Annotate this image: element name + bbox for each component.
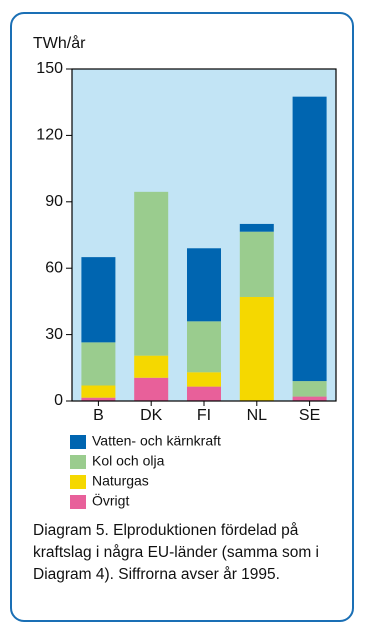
bar-segment — [187, 321, 221, 373]
legend-swatch — [70, 475, 86, 489]
bar-segment — [292, 396, 327, 401]
x-tick-label: NL — [247, 407, 268, 424]
y-tick-label: 150 — [36, 60, 63, 77]
bar-segment — [81, 397, 116, 401]
bar-segment — [239, 231, 274, 297]
legend-swatch — [70, 455, 86, 469]
y-tick-label: 30 — [45, 326, 63, 343]
bar-segment — [134, 191, 169, 356]
bar-segment — [292, 381, 327, 397]
x-tick-label: FI — [197, 407, 211, 424]
x-tick-label: B — [93, 407, 104, 424]
legend-swatch — [70, 495, 86, 509]
plot-frame — [71, 68, 337, 402]
y-tick-label: 0 — [54, 392, 63, 409]
bar-segment — [81, 342, 116, 386]
y-tick-label: 90 — [45, 193, 63, 210]
legend-label: Vatten- och kärnkraft — [92, 433, 221, 449]
bar-segment — [134, 377, 169, 401]
legend-label: Naturgas — [92, 473, 149, 489]
x-tick-label: SE — [299, 407, 320, 424]
bar-segment — [292, 96, 327, 382]
bar-segment — [187, 386, 221, 401]
bar-segment — [187, 248, 221, 322]
bar-segment — [239, 296, 274, 401]
legend-swatch — [70, 435, 86, 449]
bar-segment — [81, 385, 116, 398]
y-axis-label: TWh/år — [33, 34, 86, 52]
frame — [10, 12, 354, 622]
bar-segment — [187, 372, 221, 387]
caption: Diagram 5. Elproduktionen fördelad på kr… — [33, 522, 319, 583]
legend-label: Övrigt — [92, 492, 129, 509]
x-tick-label: DK — [140, 407, 163, 424]
legend-label: Kol och olja — [92, 453, 165, 469]
y-tick-label: 120 — [36, 127, 63, 144]
y-tick-label: 60 — [45, 259, 63, 276]
bar-segment — [134, 355, 169, 378]
bar-segment — [239, 223, 274, 232]
bar-segment — [81, 257, 116, 343]
